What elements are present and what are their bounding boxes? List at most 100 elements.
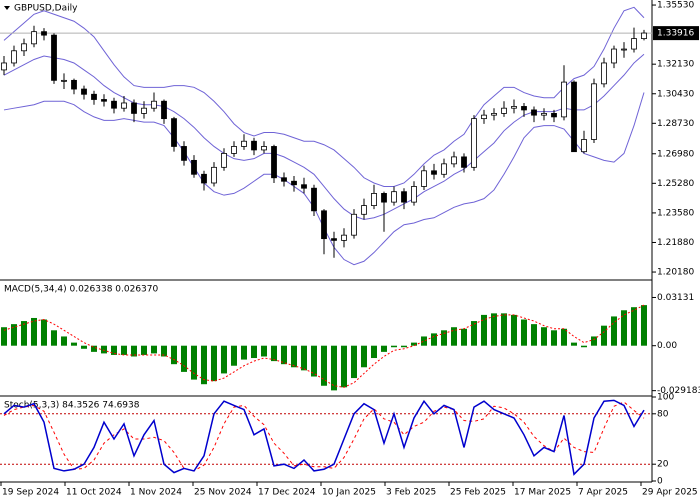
candle-body	[551, 113, 557, 118]
macd-bar	[301, 345, 307, 371]
candle-body	[621, 48, 627, 51]
candle-body	[241, 140, 247, 147]
candle-body	[451, 156, 457, 165]
macd-bar	[521, 319, 527, 346]
macd-bar	[481, 314, 487, 346]
candle-body	[631, 38, 637, 50]
candle-body	[391, 191, 397, 203]
candle-body	[131, 102, 137, 114]
stoch-main	[3, 399, 645, 476]
y-tick-label: 1.23580	[657, 208, 694, 218]
bid-label: 1.33916	[657, 29, 694, 39]
y-tick-label: 1.20180	[657, 268, 694, 278]
macd-bar	[221, 345, 227, 374]
y-tick-label: 1.35530	[657, 1, 694, 11]
macd-bar	[461, 328, 467, 346]
candle-body	[201, 173, 207, 184]
macd-bar	[71, 342, 77, 346]
macd-bar	[631, 307, 637, 346]
candle-body	[361, 205, 367, 215]
macd-bar	[601, 325, 607, 346]
macd-bar	[581, 345, 587, 348]
candle-body	[11, 50, 17, 64]
y-tick-label: 0.03131	[657, 293, 694, 303]
macd-bar	[441, 330, 447, 346]
bollinger-middle	[3, 53, 645, 221]
candle-body	[291, 180, 297, 186]
x-tick-label: 7 Apr 2025	[578, 488, 628, 498]
macd-bar	[41, 319, 47, 346]
macd-bar	[641, 305, 647, 346]
x-tick-label: 29 Apr 2025	[642, 488, 698, 498]
macd-bar	[281, 345, 287, 365]
macd-bar	[391, 345, 397, 348]
candle-body	[191, 159, 197, 175]
candle-body	[311, 187, 317, 212]
macd-bar	[621, 310, 627, 346]
macd-bar	[201, 345, 207, 385]
macd-bar	[401, 345, 407, 348]
candle-body	[351, 213, 357, 236]
y-tick-label: 1.32130	[657, 60, 694, 70]
macd-bar	[541, 327, 547, 346]
y-tick-label: 1.28730	[657, 119, 694, 129]
x-tick-label: 1 Nov 2024	[130, 488, 182, 498]
candle-body	[321, 210, 327, 240]
x-tick-label: 19 Sep 2024	[2, 488, 59, 498]
y-tick-label: 1.21880	[657, 238, 694, 248]
candle-body	[601, 62, 607, 85]
macd-bar	[371, 345, 377, 359]
y-tick-label: -0.029183	[657, 386, 700, 396]
y-tick-label: 80	[657, 409, 669, 419]
chart-title: GBPUSD,Daily	[14, 4, 78, 14]
candle-body	[331, 238, 337, 241]
candle-body	[501, 107, 507, 114]
macd-bar	[291, 345, 297, 368]
macd-bar	[351, 345, 357, 379]
macd-bar	[11, 324, 17, 346]
y-tick-label: 1.26980	[657, 149, 694, 159]
candle-body	[611, 48, 617, 64]
candle-body	[51, 34, 57, 81]
bollinger-upper	[3, 6, 645, 187]
candle-body	[521, 106, 527, 111]
macd-bar	[61, 336, 67, 346]
x-tick-label: 17 Mar 2025	[514, 488, 571, 498]
macd-bar	[191, 345, 197, 380]
macd-bar	[501, 313, 507, 346]
macd-signal	[3, 304, 645, 388]
candle-body	[401, 191, 407, 203]
macd-bar	[361, 345, 367, 368]
candle-body	[571, 81, 577, 153]
x-tick-label: 25 Nov 2024	[194, 488, 252, 498]
bid-label-box	[653, 26, 699, 41]
macd-bar	[51, 330, 57, 346]
macd-bar	[211, 345, 217, 382]
candle-body	[261, 146, 267, 151]
macd-bar	[471, 321, 477, 346]
x-tick-label: 11 Oct 2024	[66, 488, 122, 498]
candle-body	[371, 193, 377, 206]
y-tick-label: 1.25280	[657, 179, 694, 189]
candle-body	[531, 109, 537, 116]
candle-body	[541, 113, 547, 116]
x-tick-label: 25 Feb 2025	[450, 488, 506, 498]
macd-bar	[411, 342, 417, 346]
y-tick-label: 0	[657, 477, 663, 487]
macd-bar	[531, 324, 537, 346]
candle-body	[481, 114, 487, 120]
candle-body	[461, 156, 467, 168]
candle-body	[121, 102, 127, 109]
candle-body	[281, 177, 287, 182]
macd-bar	[231, 345, 237, 366]
macd-bar	[161, 345, 167, 357]
dropdown-icon[interactable]	[4, 6, 10, 10]
candle-body	[211, 166, 217, 184]
candle-body	[141, 107, 147, 114]
macd-bar	[31, 317, 37, 346]
candle-body	[421, 170, 427, 187]
macd-bar	[571, 342, 577, 346]
candle-body	[411, 186, 417, 203]
